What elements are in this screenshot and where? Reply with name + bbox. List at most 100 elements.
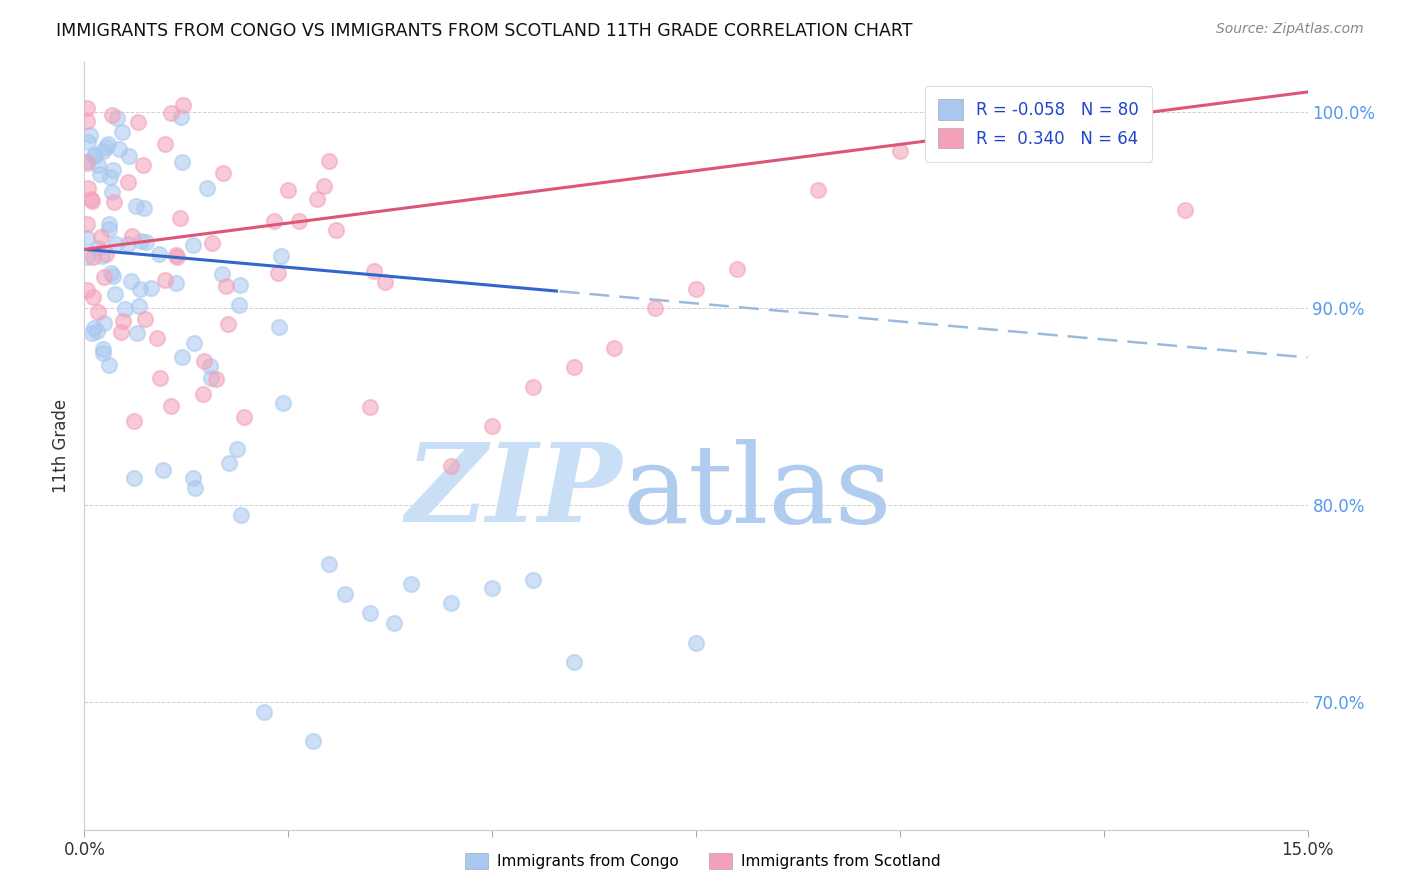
Point	[76, 153, 98, 168]
Point	[359, 400, 381, 414]
Point	[269, 319, 291, 334]
Point	[288, 213, 311, 227]
Point	[132, 201, 155, 215]
Point	[183, 336, 205, 351]
Point	[101, 269, 124, 284]
Point	[82, 194, 104, 209]
Point	[204, 372, 226, 386]
Point	[108, 142, 131, 156]
Point	[76, 113, 98, 128]
Point	[314, 179, 336, 194]
Point	[127, 115, 149, 129]
Point	[481, 419, 503, 434]
Point	[270, 249, 292, 263]
Point	[90, 229, 112, 244]
Point	[211, 165, 233, 179]
Point	[139, 280, 162, 294]
Point	[101, 163, 124, 178]
Point	[91, 249, 114, 263]
Point	[111, 125, 134, 139]
Point	[103, 194, 125, 209]
Point	[440, 596, 463, 610]
Point	[562, 656, 585, 670]
Point	[83, 321, 105, 335]
Point	[122, 414, 145, 428]
Point	[80, 192, 103, 206]
Y-axis label: 11th Grade: 11th Grade	[52, 399, 70, 493]
Point	[76, 231, 98, 245]
Point	[229, 508, 252, 523]
Point	[76, 181, 98, 195]
Point	[87, 241, 110, 255]
Point	[98, 169, 121, 184]
Point	[374, 275, 396, 289]
Point	[94, 140, 117, 154]
Point	[215, 279, 238, 293]
Point	[120, 274, 142, 288]
Point	[103, 286, 125, 301]
Point	[160, 105, 183, 120]
Point	[125, 199, 148, 213]
Point	[97, 221, 120, 235]
Point	[166, 251, 188, 265]
Point	[233, 410, 256, 425]
Point	[98, 217, 121, 231]
Point	[382, 615, 405, 630]
Point	[96, 246, 118, 260]
Point	[200, 359, 222, 374]
Point	[165, 277, 187, 291]
Point	[97, 359, 120, 373]
Point	[889, 144, 911, 158]
Point	[263, 214, 285, 228]
Point	[228, 298, 250, 312]
Point	[201, 236, 224, 251]
Point	[153, 273, 176, 287]
Text: ZIP: ZIP	[406, 438, 623, 546]
Point	[91, 345, 114, 359]
Point	[135, 235, 157, 249]
Point	[83, 149, 105, 163]
Point	[125, 326, 148, 340]
Point	[118, 149, 141, 163]
Point	[1174, 202, 1197, 217]
Point	[440, 458, 463, 473]
Point	[183, 481, 205, 495]
Point	[76, 155, 98, 169]
Point	[183, 238, 205, 252]
Legend: R = -0.058   N = 80, R =  0.340   N = 64: R = -0.058 N = 80, R = 0.340 N = 64	[925, 87, 1153, 161]
Point	[172, 97, 194, 112]
Point	[318, 557, 340, 571]
Point	[481, 581, 503, 595]
Point	[229, 278, 252, 293]
Point	[128, 299, 150, 313]
Point	[79, 128, 101, 142]
Point	[644, 301, 666, 316]
Point	[91, 145, 114, 159]
Point	[359, 606, 381, 620]
Point	[152, 463, 174, 477]
Point	[148, 371, 170, 385]
Point	[132, 157, 155, 171]
Point	[160, 399, 183, 413]
Text: Source: ZipAtlas.com: Source: ZipAtlas.com	[1216, 22, 1364, 37]
Point	[195, 181, 218, 195]
Point	[172, 154, 194, 169]
Point	[522, 380, 544, 394]
Point	[685, 282, 707, 296]
Point	[87, 304, 110, 318]
Point	[105, 111, 128, 125]
Point	[76, 250, 98, 264]
Point	[76, 135, 98, 149]
Point	[100, 265, 122, 279]
Point	[307, 193, 329, 207]
Point	[101, 186, 124, 200]
Point	[200, 371, 222, 385]
Point	[76, 284, 98, 298]
Point	[148, 246, 170, 260]
Point	[114, 302, 136, 317]
Point	[82, 290, 104, 304]
Point	[82, 326, 104, 341]
Point	[685, 636, 707, 650]
Point	[86, 158, 108, 172]
Point	[325, 223, 347, 237]
